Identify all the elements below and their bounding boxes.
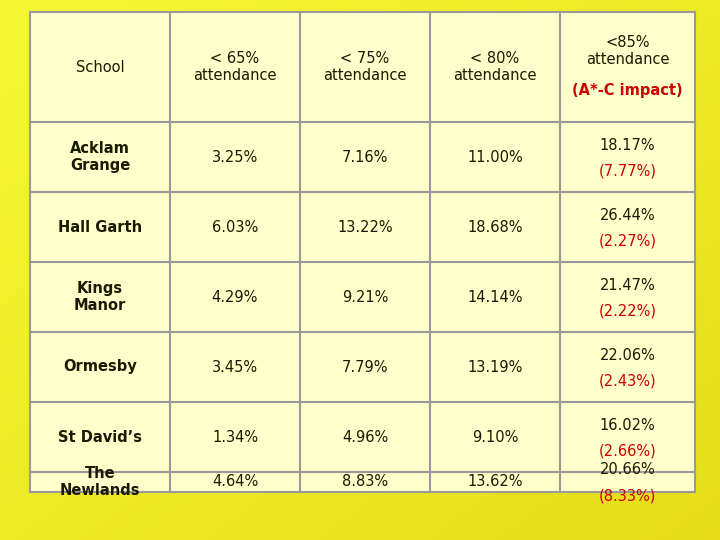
Bar bbox=[300, 402, 430, 472]
Bar bbox=[430, 192, 560, 262]
Text: < 80%
attendance: < 80% attendance bbox=[454, 51, 536, 83]
Bar bbox=[300, 332, 430, 402]
Text: (A*-C impact): (A*-C impact) bbox=[572, 84, 683, 98]
Text: Acklam
Grange: Acklam Grange bbox=[70, 141, 130, 173]
Text: < 75%
attendance: < 75% attendance bbox=[323, 51, 407, 83]
Bar bbox=[30, 332, 170, 402]
Text: 9.21%: 9.21% bbox=[342, 289, 388, 305]
Bar bbox=[30, 262, 170, 332]
Bar bbox=[170, 472, 300, 492]
Text: (2.27%): (2.27%) bbox=[598, 233, 657, 248]
Text: (8.33%): (8.33%) bbox=[599, 489, 656, 503]
Text: <85%
attendance: <85% attendance bbox=[586, 35, 670, 67]
Bar bbox=[560, 332, 695, 402]
Text: (2.22%): (2.22%) bbox=[598, 303, 657, 319]
Text: 6.03%: 6.03% bbox=[212, 219, 258, 234]
Text: (2.66%): (2.66%) bbox=[598, 443, 657, 458]
Bar bbox=[300, 472, 430, 492]
Text: 18.68%: 18.68% bbox=[467, 219, 523, 234]
Bar bbox=[560, 402, 695, 472]
Text: 22.06%: 22.06% bbox=[600, 348, 655, 362]
Text: 14.14%: 14.14% bbox=[467, 289, 523, 305]
Text: 3.25%: 3.25% bbox=[212, 150, 258, 165]
Text: 20.66%: 20.66% bbox=[600, 462, 655, 477]
Text: 1.34%: 1.34% bbox=[212, 429, 258, 444]
Text: 11.00%: 11.00% bbox=[467, 150, 523, 165]
Bar bbox=[170, 12, 300, 122]
Text: 21.47%: 21.47% bbox=[600, 278, 655, 293]
Bar bbox=[430, 472, 560, 492]
Bar bbox=[300, 262, 430, 332]
Text: The
Newlands: The Newlands bbox=[60, 466, 140, 498]
Bar bbox=[170, 332, 300, 402]
Bar bbox=[300, 12, 430, 122]
Text: 13.19%: 13.19% bbox=[467, 360, 523, 375]
Text: 13.22%: 13.22% bbox=[337, 219, 393, 234]
Bar bbox=[560, 12, 695, 122]
Bar bbox=[170, 402, 300, 472]
Text: (7.77%): (7.77%) bbox=[598, 164, 657, 179]
Text: Ormesby: Ormesby bbox=[63, 360, 137, 375]
Text: 8.83%: 8.83% bbox=[342, 475, 388, 489]
Bar bbox=[560, 192, 695, 262]
Text: 13.62%: 13.62% bbox=[467, 475, 523, 489]
Text: St David’s: St David’s bbox=[58, 429, 142, 444]
Text: Hall Garth: Hall Garth bbox=[58, 219, 142, 234]
Text: 7.16%: 7.16% bbox=[342, 150, 388, 165]
Text: 4.29%: 4.29% bbox=[212, 289, 258, 305]
Bar bbox=[300, 192, 430, 262]
Bar bbox=[430, 122, 560, 192]
Bar bbox=[30, 12, 170, 122]
Bar bbox=[170, 262, 300, 332]
Text: 18.17%: 18.17% bbox=[600, 138, 655, 152]
Text: 26.44%: 26.44% bbox=[600, 207, 655, 222]
Text: 4.96%: 4.96% bbox=[342, 429, 388, 444]
Bar bbox=[30, 122, 170, 192]
Bar bbox=[30, 192, 170, 262]
Text: < 65%
attendance: < 65% attendance bbox=[193, 51, 276, 83]
Bar bbox=[560, 122, 695, 192]
Text: 3.45%: 3.45% bbox=[212, 360, 258, 375]
Bar bbox=[430, 12, 560, 122]
Text: (2.43%): (2.43%) bbox=[599, 374, 657, 388]
Bar bbox=[430, 262, 560, 332]
Text: Kings
Manor: Kings Manor bbox=[74, 281, 126, 313]
Bar bbox=[30, 402, 170, 472]
Bar bbox=[430, 332, 560, 402]
Bar bbox=[560, 472, 695, 492]
Bar bbox=[430, 402, 560, 472]
Text: 7.79%: 7.79% bbox=[342, 360, 388, 375]
Bar bbox=[170, 122, 300, 192]
Bar bbox=[300, 122, 430, 192]
Bar bbox=[170, 192, 300, 262]
Bar bbox=[560, 262, 695, 332]
Text: 4.64%: 4.64% bbox=[212, 475, 258, 489]
Text: 9.10%: 9.10% bbox=[472, 429, 518, 444]
Text: 16.02%: 16.02% bbox=[600, 417, 655, 433]
Bar bbox=[30, 472, 170, 492]
Text: School: School bbox=[76, 59, 125, 75]
